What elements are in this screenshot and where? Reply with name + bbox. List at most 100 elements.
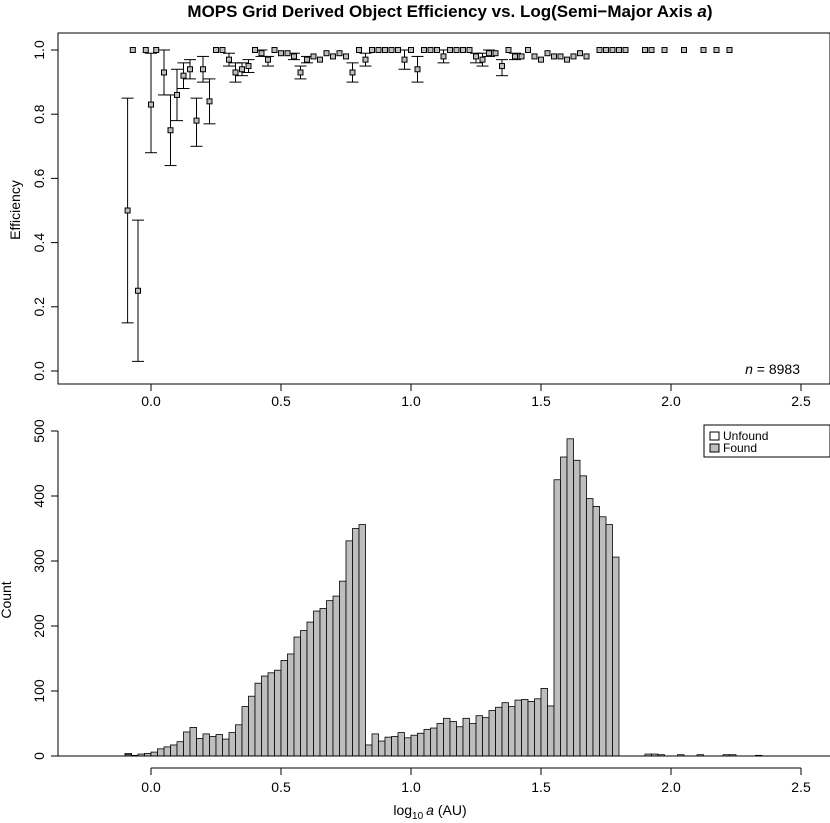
efficiency-point xyxy=(343,53,349,60)
histogram-bar-found xyxy=(339,580,347,757)
efficiency-point xyxy=(213,47,219,53)
histogram-bar-found xyxy=(319,608,327,757)
histogram-bar-found xyxy=(196,738,204,757)
histogram-bars xyxy=(124,438,763,757)
efficiency-point xyxy=(453,47,460,53)
histogram-bar-found xyxy=(267,672,275,757)
efficiency-x-axis: 0.0 0.5 1.0 1.5 2.0 2.5 xyxy=(141,384,811,409)
efficiency-point xyxy=(408,47,414,53)
histogram-bar-found xyxy=(209,736,217,757)
efficiency-point xyxy=(356,47,362,53)
legend-swatch-unfound xyxy=(709,431,720,441)
efficiency-point xyxy=(271,47,278,53)
histogram-bar-found xyxy=(274,669,282,757)
efficiency-point xyxy=(427,47,434,53)
efficiency-point xyxy=(479,56,486,63)
efficiency-point xyxy=(512,53,518,60)
efficiency-y-label: Efficiency xyxy=(7,180,23,240)
efficiency-point xyxy=(284,50,291,57)
efficiency-y-tick-label: 0.6 xyxy=(31,168,47,188)
count-y-axis: 0 100 200 300 400 500 xyxy=(31,419,59,760)
efficiency-point xyxy=(258,50,265,57)
count-y-tick-label: 200 xyxy=(31,614,47,638)
efficiency-point xyxy=(577,50,583,57)
histogram-bar-found xyxy=(384,736,392,757)
loga-x-tick-label: 1.5 xyxy=(531,779,551,795)
legend-swatch-found xyxy=(709,443,720,453)
efficiency-point xyxy=(395,47,401,53)
histogram-bar-found xyxy=(358,524,366,757)
count-y-tick-label: 300 xyxy=(31,549,47,573)
efficiency-point xyxy=(681,47,687,53)
histogram-bar-found xyxy=(521,699,529,757)
count-y-tick-label: 400 xyxy=(31,484,47,508)
efficiency-point xyxy=(492,50,499,57)
histogram-bar-found xyxy=(306,621,314,757)
count-y-tick-label: 0 xyxy=(31,752,47,760)
loga-x-label: log10 a (AU) xyxy=(393,802,466,822)
efficiency-point xyxy=(726,47,733,53)
efficiency-point xyxy=(544,50,551,57)
histogram-bar-found xyxy=(150,751,158,757)
efficiency-point xyxy=(713,47,720,53)
efficiency-plot-frame xyxy=(57,32,830,385)
efficiency-point xyxy=(460,47,466,53)
histogram-bar-found xyxy=(345,540,353,757)
efficiency-point xyxy=(187,66,193,73)
efficiency-point xyxy=(622,47,629,53)
efficiency-point xyxy=(596,47,603,53)
efficiency-point xyxy=(226,56,232,63)
efficiency-point xyxy=(531,53,538,60)
efficiency-point xyxy=(661,47,668,53)
efficiency-point xyxy=(570,53,577,60)
efficiency-point xyxy=(369,47,375,53)
efficiency-point xyxy=(135,287,141,294)
histogram-bar-found xyxy=(553,479,561,757)
histogram-bar-found xyxy=(410,734,418,757)
efficiency-point xyxy=(129,47,136,53)
histogram-bar-found xyxy=(261,675,269,757)
histogram-bar-found xyxy=(599,516,607,757)
efficiency-points xyxy=(124,47,733,294)
histogram-bar-found xyxy=(469,723,477,757)
histogram-bar-found xyxy=(423,728,431,757)
efficiency-point xyxy=(362,56,369,63)
loga-x-tick-label: 0.5 xyxy=(271,779,291,795)
histogram-bar-found xyxy=(404,737,412,757)
efficiency-point xyxy=(349,69,356,76)
histogram-bar-found xyxy=(183,731,191,757)
histogram-bar-found xyxy=(417,732,425,757)
histogram-bar-found xyxy=(202,733,210,757)
loga-x-axis: 0.0 0.5 1.0 1.5 2.0 2.5 xyxy=(141,767,811,795)
efficiency-x-tick-label: 1.5 xyxy=(531,393,551,409)
loga-x-tick-label: 1.0 xyxy=(401,779,421,795)
efficiency-point xyxy=(153,47,160,53)
histogram-bar-found xyxy=(254,682,262,757)
efficiency-point xyxy=(473,53,479,60)
chart-title: MOPS Grid Derived Object Efficiency vs. … xyxy=(187,2,712,21)
histogram-bar-found xyxy=(462,717,470,757)
efficiency-point xyxy=(278,50,284,57)
efficiency-point xyxy=(538,56,544,63)
efficiency-y-tick-label: 0.2 xyxy=(31,297,47,317)
histogram-bar-found xyxy=(495,706,503,757)
histogram-bar-found xyxy=(157,748,165,757)
histogram-bar-found xyxy=(534,698,542,757)
efficiency-point xyxy=(200,66,206,73)
histogram-bar-found xyxy=(501,702,509,757)
histogram-bar-found xyxy=(228,732,236,757)
histogram-bar-found xyxy=(573,459,581,757)
histogram-bar-found xyxy=(540,688,548,757)
efficiency-point xyxy=(499,63,505,70)
histogram-bar-found xyxy=(326,600,334,757)
histogram-bar-found xyxy=(612,556,620,757)
efficiency-point xyxy=(291,53,297,60)
efficiency-point xyxy=(505,47,512,53)
histogram-bar-found xyxy=(313,610,321,757)
histogram-bar-found xyxy=(436,723,444,757)
histogram-bar-found xyxy=(241,706,249,757)
histogram-bar-found xyxy=(482,717,490,757)
histogram-bar-found xyxy=(371,733,379,757)
histogram-bar-found xyxy=(378,740,386,757)
histogram-bar-found xyxy=(605,524,613,757)
